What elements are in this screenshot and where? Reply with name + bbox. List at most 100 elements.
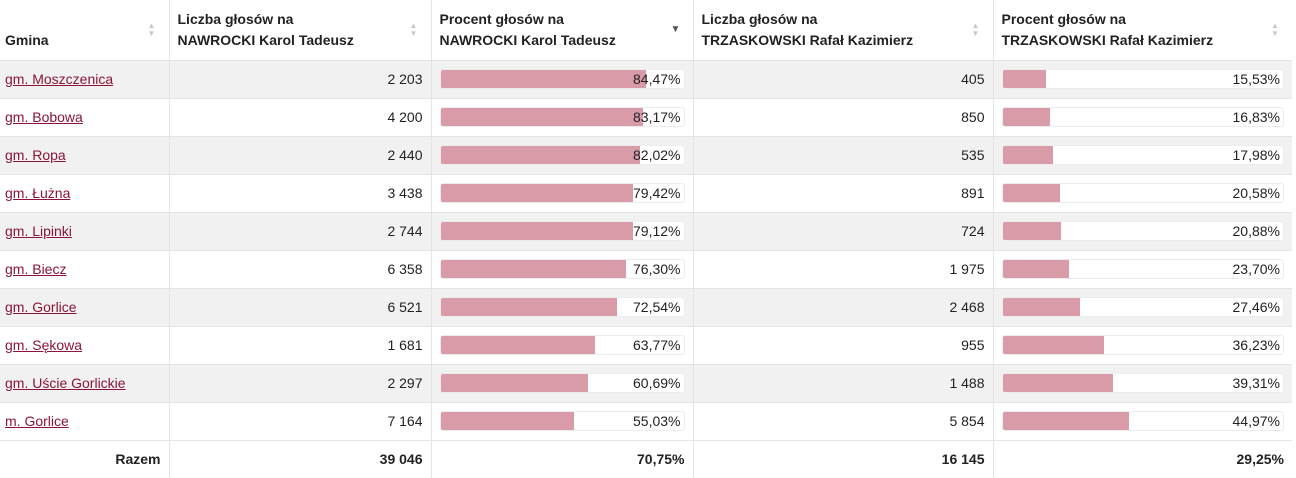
trzaskowski-pct-bar: 27,46% xyxy=(1001,297,1284,317)
gmina-link[interactable]: gm. Uście Gorlickie xyxy=(5,375,126,391)
sort-arrows-icon[interactable]: ▲ ▼ xyxy=(147,21,156,38)
trzaskowski-votes-cell: 2 468 xyxy=(693,288,994,327)
trzaskowski-pct-label: 20,58% xyxy=(1232,185,1280,201)
trzaskowski-votes-cell: 1 488 xyxy=(693,364,994,403)
nawrocki-pct-label: 72,54% xyxy=(633,299,681,315)
nawrocki-pct-bar-fill xyxy=(440,298,617,316)
gmina-link[interactable]: gm. Lipinki xyxy=(5,223,72,239)
column-label: Gmina xyxy=(5,31,49,48)
nawrocki-votes-cell: 6 358 xyxy=(169,250,432,289)
nawrocki-pct-label: 76,30% xyxy=(633,261,681,277)
trzaskowski-pct-cell: 44,97% xyxy=(993,402,1292,441)
nawrocki-votes-cell: 1 681 xyxy=(169,326,432,365)
header-row: Gmina ▲ ▼ Liczba głosów na NAWROCKI Karol T… xyxy=(0,0,1292,61)
header-nawrocki-votes[interactable]: Liczba głosów na NAWROCKI Karol Tadeusz ▲… xyxy=(169,0,432,61)
header-gmina[interactable]: Gmina ▲ ▼ xyxy=(0,0,170,61)
table-row: gm. Łużna 3 438 79,42% 891 20,58% xyxy=(0,174,1292,213)
trzaskowski-pct-bar-fill xyxy=(1002,298,1080,316)
trzaskowski-pct-cell: 27,46% xyxy=(993,288,1292,327)
trzaskowski-pct-bar-fill xyxy=(1002,146,1053,164)
nawrocki-pct-bar: 79,42% xyxy=(439,183,685,203)
trzaskowski-pct-bar: 17,98% xyxy=(1001,145,1284,165)
header-nawrocki-pct[interactable]: Procent głosów na NAWROCKI Karol Tadeusz… xyxy=(431,0,694,61)
trzaskowski-pct-bar: 44,97% xyxy=(1001,411,1284,431)
nawrocki-pct-label: 79,12% xyxy=(633,223,681,239)
nawrocki-pct-bar-fill xyxy=(440,374,588,392)
nawrocki-pct-label: 83,17% xyxy=(633,109,681,125)
trzaskowski-pct-bar: 20,88% xyxy=(1001,221,1284,241)
nawrocki-pct-label: 84,47% xyxy=(633,71,681,87)
gmina-link[interactable]: gm. Gorlice xyxy=(5,299,77,315)
table-row: m. Gorlice 7 164 55,03% 5 854 44,97% xyxy=(0,402,1292,441)
gmina-cell: m. Gorlice xyxy=(0,402,170,441)
gmina-cell: gm. Biecz xyxy=(0,250,170,289)
gmina-link[interactable]: gm. Łużna xyxy=(5,185,71,201)
sort-arrows-icon[interactable]: ▲ ▼ xyxy=(971,21,980,38)
trzaskowski-pct-label: 36,23% xyxy=(1232,337,1280,353)
header-trzaskowski-votes[interactable]: Liczba głosów na TRZASKOWSKI Rafał Kazim… xyxy=(693,0,994,61)
nawrocki-pct-cell: 79,42% xyxy=(431,174,694,213)
nawrocki-pct-bar: 72,54% xyxy=(439,297,685,317)
trzaskowski-pct-label: 17,98% xyxy=(1232,147,1280,163)
trzaskowski-pct-cell: 15,53% xyxy=(993,60,1292,99)
gmina-link[interactable]: gm. Ropa xyxy=(5,147,66,163)
sort-descending-icon[interactable]: ▼ xyxy=(670,24,681,35)
nawrocki-pct-cell: 84,47% xyxy=(431,60,694,99)
gmina-cell: gm. Sękowa xyxy=(0,326,170,365)
gmina-link[interactable]: m. Gorlice xyxy=(5,413,69,429)
trzaskowski-pct-bar-fill xyxy=(1002,336,1105,354)
gmina-link[interactable]: gm. Sękowa xyxy=(5,337,83,353)
gmina-link[interactable]: gm. Biecz xyxy=(5,261,67,277)
nawrocki-pct-bar-fill xyxy=(440,184,634,202)
trzaskowski-votes-cell: 405 xyxy=(693,60,994,99)
table-row: gm. Gorlice 6 521 72,54% 2 468 27,46% xyxy=(0,288,1292,327)
nawrocki-pct-bar-fill xyxy=(440,260,626,278)
trzaskowski-pct-bar: 36,23% xyxy=(1001,335,1284,355)
trzaskowski-pct-cell: 16,83% xyxy=(993,98,1292,137)
nawrocki-pct-bar-fill xyxy=(440,412,575,430)
trzaskowski-pct-bar-fill xyxy=(1002,412,1129,430)
trzaskowski-pct-bar: 23,70% xyxy=(1001,259,1284,279)
trzaskowski-pct-bar-fill xyxy=(1002,184,1061,202)
gmina-link[interactable]: gm. Bobowa xyxy=(5,109,83,125)
nawrocki-votes-cell: 4 200 xyxy=(169,98,432,137)
trzaskowski-pct-cell: 20,58% xyxy=(993,174,1292,213)
table-row: gm. Sękowa 1 681 63,77% 955 36,23% xyxy=(0,326,1292,365)
nawrocki-votes-cell: 7 164 xyxy=(169,402,432,441)
nawrocki-pct-bar: 79,12% xyxy=(439,221,685,241)
nawrocki-pct-bar-fill xyxy=(440,146,640,164)
nawrocki-pct-cell: 60,69% xyxy=(431,364,694,403)
nawrocki-pct-bar: 55,03% xyxy=(439,411,685,431)
gmina-cell: gm. Moszczenica xyxy=(0,60,170,99)
nawrocki-pct-label: 63,77% xyxy=(633,337,681,353)
sort-arrows-icon[interactable]: ▲ ▼ xyxy=(409,21,418,38)
nawrocki-votes-cell: 2 440 xyxy=(169,136,432,175)
sort-arrows-icon[interactable]: ▲ ▼ xyxy=(1271,21,1279,38)
nawrocki-pct-bar-fill xyxy=(440,336,596,354)
trzaskowski-pct-label: 20,88% xyxy=(1232,223,1280,239)
trzaskowski-votes-cell: 5 854 xyxy=(693,402,994,441)
nawrocki-pct-cell: 82,02% xyxy=(431,136,694,175)
totals-row: Razem 39 046 70,75% 16 145 29,25% xyxy=(0,440,1292,478)
gmina-link[interactable]: gm. Moszczenica xyxy=(5,71,114,87)
nawrocki-pct-cell: 55,03% xyxy=(431,402,694,441)
nawrocki-pct-bar-fill xyxy=(440,108,643,126)
trzaskowski-pct-label: 44,97% xyxy=(1232,413,1280,429)
nawrocki-pct-bar: 82,02% xyxy=(439,145,685,165)
table-row: gm. Biecz 6 358 76,30% 1 975 23,70% xyxy=(0,250,1292,289)
trzaskowski-pct-label: 39,31% xyxy=(1232,375,1280,391)
totals-nawrocki-votes: 39 046 xyxy=(169,440,432,478)
trzaskowski-pct-bar: 16,83% xyxy=(1001,107,1284,127)
trzaskowski-pct-bar-fill xyxy=(1002,374,1113,392)
gmina-cell: gm. Bobowa xyxy=(0,98,170,137)
trzaskowski-pct-bar-fill xyxy=(1002,260,1069,278)
header-trzaskowski-pct[interactable]: Procent głosów na TRZASKOWSKI Rafał Kazi… xyxy=(993,0,1292,61)
trzaskowski-pct-bar-fill xyxy=(1002,222,1062,240)
column-label: Procent głosów na NAWROCKI Karol Tadeusz xyxy=(439,10,616,48)
gmina-cell: gm. Lipinki xyxy=(0,212,170,251)
trzaskowski-pct-bar-fill xyxy=(1002,70,1047,88)
nawrocki-votes-cell: 3 438 xyxy=(169,174,432,213)
nawrocki-pct-label: 79,42% xyxy=(633,185,681,201)
nawrocki-pct-bar: 63,77% xyxy=(439,335,685,355)
